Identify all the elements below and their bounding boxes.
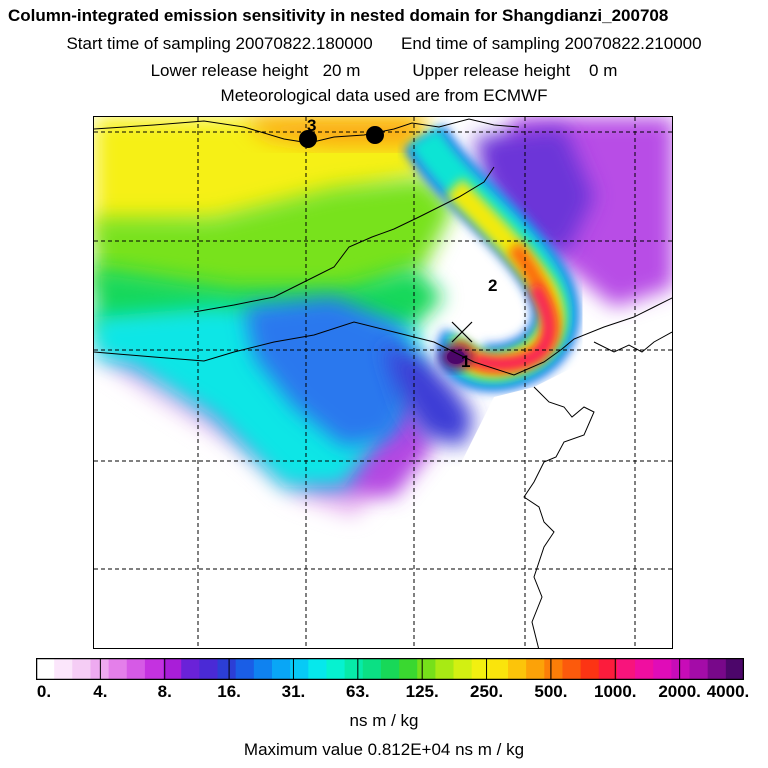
colorbar-swatch [235,658,255,680]
colorbar-swatch [399,658,418,680]
colorbar-ticks [99,658,681,680]
upper-release-height: Upper release height 0 m [412,61,618,80]
colorbar-swatch [616,658,636,680]
colorbar-tick-label: 1000. [593,682,637,701]
colorbar-tick-label: 8. [157,682,172,701]
colorbar-swatch [36,658,55,680]
colorbar-swatch [653,658,672,680]
marker-3-label: 3 [307,117,316,135]
colorbar-swatch [272,658,291,680]
colorbar-swatch [181,658,200,680]
start-time-text: Start time of sampling 20070822.180000 [66,34,373,53]
colorbar-swatch [199,658,219,680]
map-title: Column-integrated emission sensitivity i… [8,6,669,25]
colorbar-swatch [163,658,182,680]
colorbar-swatch [526,658,545,680]
colorbar-swatch [380,658,400,680]
colorbar-swatch [635,658,654,680]
colorbar-swatch [471,658,491,680]
colorbar-swatch [508,658,527,680]
colorbar-swatch [90,658,110,680]
colorbar-swatch [308,658,328,680]
colorbar-border [36,658,744,680]
colorbar-tick-label: 125. [405,682,439,701]
colorbar-swatch [344,658,364,680]
sensitivity-map: 3 2 1 [93,116,673,649]
maximum-value: Maximum value 0.812E+04 ns m / kg [243,740,525,759]
colorbar-swatch [362,658,382,680]
receptor-cross-icon [451,321,473,343]
colorbar-tick-label: 63. [345,682,370,701]
end-time-text: End time of sampling 20070822.210000 [401,34,702,53]
colorbar-tick-label: 16. [217,682,241,701]
lat-lon-grid [94,117,672,648]
colorbar-swatch [290,658,309,680]
colorbar-swatch [707,658,727,680]
colorbar-swatch [671,658,691,680]
colorbar-swatch [144,658,164,680]
colorbar-swatch [126,658,146,680]
colorbar-swatch [54,658,73,680]
map-canvas: 3 2 1 [94,117,672,648]
colorbar-swatch [489,658,509,680]
colorbar-swatch [253,658,273,680]
colorbar [36,658,744,680]
colorbar-tick-label: 0. [36,682,52,701]
colorbar-unit: ns m / kg [349,711,419,730]
colorbar-swatch [435,658,455,680]
colorbar-swatch [326,658,346,680]
colorbar-labels: 0. 4. 8. 16. 31. 63. 125. 250. 500. 1000. 2000. 400… [0,682,768,702]
met-data-source: Meteorological data used are from ECMWF [220,86,548,105]
colorbar-swatch [108,658,128,680]
colorbar-swatch [72,658,92,680]
colorbar-swatch [598,658,618,680]
colorbar-swatch [580,658,600,680]
lower-release-height: Lower release height 20 m [150,61,361,80]
colorbar-swatch [217,658,237,680]
marker-3-dot [299,130,317,148]
colorbar-swatch [453,658,473,680]
release-heights: Lower release height 20 m Upper release … [0,61,768,81]
colorbar-tick-label: 4. [93,682,108,701]
colorbar-cells [36,658,744,680]
colorbar-swatch [544,658,564,680]
colorbar-swatch [689,658,709,680]
colorbar-tick-label: 500. [534,682,568,701]
marker-2-label: 2 [488,276,497,295]
colorbar-tick-label: 250. [469,682,504,701]
marker-1-label: 1 [461,352,470,371]
colorbar-swatch [562,658,582,680]
colorbar-swatch [417,658,436,680]
marker-dot [366,126,384,144]
trajectory-markers: 3 2 1 [299,117,497,371]
colorbar-swatch [725,658,744,680]
colorbar-tick-label: 31. [281,682,306,701]
colorbar-tick-label: 4000. [706,682,750,701]
sampling-times: Start time of sampling 20070822.180000 E… [0,34,768,54]
colorbar-tick-label: 2000. [658,682,701,701]
